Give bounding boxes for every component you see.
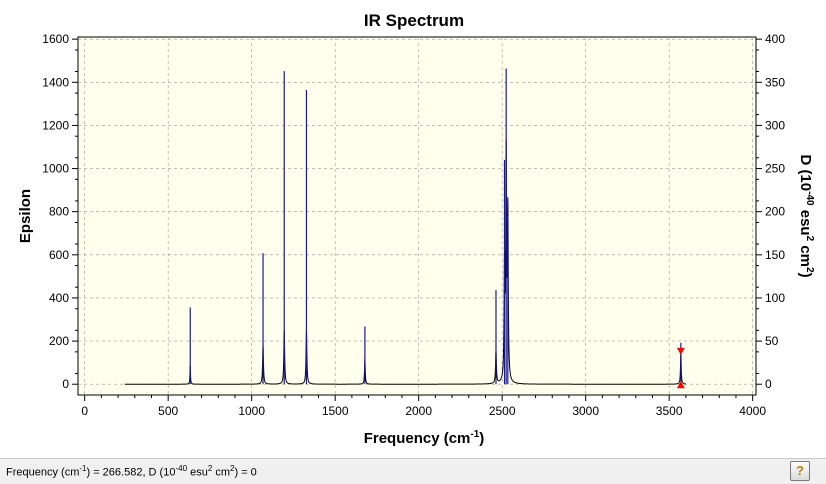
y-right-tick-label: 50 [765, 334, 779, 348]
question-mark-icon: ? [796, 463, 804, 478]
y-right-tick-label: 0 [765, 377, 772, 391]
x-tick-label: 1000 [238, 404, 265, 418]
y-right-tick-label: 250 [765, 162, 785, 176]
ir-spectrum-chart[interactable]: 0 500 1000 1500 2000 2500 3000 3500 400002004006… [0, 0, 826, 458]
chart-title: IR Spectrum [364, 11, 464, 30]
x-tick-label: 2000 [405, 404, 432, 418]
curve-layer [124, 139, 686, 385]
y-left-tick-label: 1000 [42, 162, 69, 176]
x-tick-label: 0 [81, 404, 88, 418]
x-tick-label: 3500 [656, 404, 683, 418]
y-right-tick-label: 350 [765, 75, 785, 89]
x-tick-label: 3000 [572, 404, 599, 418]
y-right-tick-label: 300 [765, 118, 785, 132]
y-left-tick-label: 800 [49, 205, 69, 219]
y-axis-label-right: D (10-40 esu2 cm2) [797, 154, 815, 277]
y-left-tick-label: 200 [49, 334, 69, 348]
selection-marker-top [676, 347, 685, 355]
chart-window: 0 500 1000 1500 2000 2500 3000 3500 4000 0 200 400 6… [0, 0, 826, 458]
status-readout: Frequency (cm-1) = 266.582, D (10-40 esu… [6, 464, 257, 479]
status-bar: Frequency (cm-1) = 266.582, D (10-40 esu… [0, 458, 826, 484]
selection-marker-bottom [676, 381, 685, 389]
x-tick-label: 2500 [489, 404, 516, 418]
y-left-tick-label: 400 [49, 291, 69, 305]
y-right-tick-label: 150 [765, 248, 785, 262]
x-tick-label: 4000 [739, 404, 766, 418]
grid-layer [78, 37, 756, 395]
help-button[interactable]: ? [790, 461, 810, 481]
x-tick-label: 1500 [322, 404, 349, 418]
plot-area[interactable] [77, 36, 757, 396]
x-axis-label: Frequency (cm-1) [364, 429, 485, 447]
y-axis-label-left: Epsilon [17, 189, 34, 243]
axis-layer: 0 500 1000 1500 2000 2500 3000 3500 400002004006… [42, 32, 785, 418]
y-left-tick-label: 0 [62, 377, 69, 391]
y-right-tick-label: 100 [765, 291, 785, 305]
y-left-tick-label: 1200 [42, 118, 69, 132]
marker-layer [676, 347, 685, 389]
stick-layer [189, 68, 682, 385]
y-right-tick-label: 400 [765, 32, 785, 46]
y-right-tick-label: 200 [765, 205, 785, 219]
epsilon-curve [124, 139, 686, 385]
y-left-tick-label: 1600 [42, 32, 69, 46]
x-tick-label: 500 [158, 404, 178, 418]
y-left-tick-label: 600 [49, 248, 69, 262]
y-left-tick-label: 1400 [42, 75, 69, 89]
